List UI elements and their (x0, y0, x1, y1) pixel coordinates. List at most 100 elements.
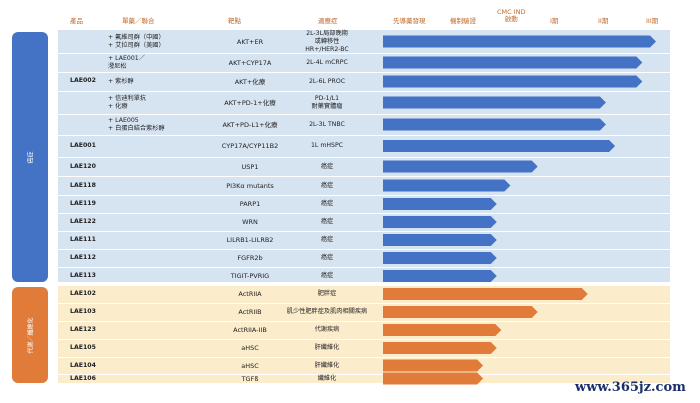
row-divider (58, 135, 670, 136)
drug-combo: + 化療 (108, 102, 128, 110)
target: AKT+PD-L1+化療 (222, 120, 278, 129)
target: LILRB1-LILRB2 (226, 236, 274, 244)
target: AKT+PD-1+化療 (224, 98, 276, 107)
row-divider (58, 303, 670, 304)
target: ActRIIA (238, 290, 262, 298)
product-code: LAE111 (70, 236, 96, 243)
indication: 癌症 (320, 218, 334, 225)
row-divider (58, 72, 670, 73)
row-divider (58, 267, 670, 268)
progress-bar-LAE001 (383, 140, 616, 152)
progress-bar-LAE106 (383, 372, 484, 385)
metabolic-band (58, 285, 670, 383)
product-code: LAE120 (70, 162, 96, 170)
row-divider (58, 195, 670, 196)
indication: 癌症 (320, 200, 334, 207)
oncology-group-label: 癌症 (12, 32, 48, 282)
row-divider (58, 321, 670, 322)
indication: 2L-3L局部晚期 (306, 29, 348, 37)
indication: 癌症 (320, 272, 334, 279)
indication: 肝纖維化 (314, 344, 340, 351)
target: FGFR2b (237, 254, 263, 262)
indication: 纖維化 (317, 374, 337, 382)
progress-bar-AKT+PD-L1+化療 (383, 118, 606, 131)
target: TIGIT-PVRIG (230, 272, 270, 280)
indication: 肥胖症 (317, 290, 337, 297)
target: aHSC (241, 344, 259, 352)
progress-bar-LAE102 (383, 288, 588, 300)
indication: 代謝疾病 (314, 326, 340, 333)
watermark: www.365jz.com (575, 380, 686, 395)
target: aHSC (241, 361, 259, 370)
drug-combo: + 紫杉醇 (108, 77, 134, 85)
product-code: LAE113 (70, 272, 96, 279)
header-phase2: II期 (598, 17, 609, 25)
indication: 1L mHSPC (310, 142, 343, 149)
target: AKT+CYP17A (228, 58, 272, 67)
progress-bar-LAE118 (383, 179, 511, 192)
indication: 癌症 (320, 236, 334, 243)
row-divider (58, 357, 670, 358)
indication: PD-1/L1 (314, 94, 340, 102)
indication: 2L-4L mCRPC (306, 58, 348, 66)
target: AKT+化療 (234, 77, 266, 86)
target: TGFß (241, 374, 259, 383)
indication: 癌症 (320, 162, 334, 170)
drug-combo: + 氟維司群（中國） (108, 33, 165, 41)
row-divider (58, 91, 670, 92)
row-divider (58, 213, 670, 214)
header-mechanism: 機制驗證 (450, 17, 476, 25)
metabolic-group-label: 代謝／纖維化 (12, 287, 48, 383)
header-phase3: III期 (646, 17, 659, 25)
header-product: 產品 (70, 17, 83, 25)
product-code: LAE001 (70, 142, 96, 149)
target: WRN (242, 218, 258, 226)
progress-bar-LAE104 (383, 359, 484, 372)
indication: 癌症 (320, 181, 334, 189)
row-divider (58, 114, 670, 115)
header-phase1: I期 (550, 17, 559, 25)
indication: 肝纖維化 (314, 361, 340, 369)
product-code: LAE002 (70, 77, 96, 84)
row-divider (58, 176, 670, 177)
progress-bar-LAE122 (383, 216, 497, 228)
drug-combo: + 信迪利單抗 (108, 94, 147, 102)
product-code: LAE118 (70, 181, 96, 189)
row-divider (58, 157, 670, 158)
row-divider (58, 285, 670, 286)
row-divider (58, 231, 670, 232)
product-code: LAE104 (70, 361, 96, 369)
target: ActRIIA-IIB (233, 326, 267, 334)
progress-bar-AKT+CYP17A (383, 56, 643, 69)
header-target: 靶點 (228, 17, 241, 25)
target: USP1 (241, 162, 259, 171)
product-code: LAE106 (70, 374, 96, 382)
product-code: LAE119 (70, 200, 96, 207)
indication: 耐藥實體瘤 (311, 102, 343, 110)
product-code: LAE122 (70, 218, 96, 225)
product-code: LAE112 (70, 254, 96, 261)
row-divider (58, 374, 670, 375)
drug-combo: + LAE001／ (108, 54, 145, 62)
product-code: LAE102 (70, 290, 96, 297)
drug-combo: + 白蛋白結合紫杉醇 (108, 124, 165, 132)
product-code: LAE105 (70, 344, 96, 351)
indication: HR+/HER2-BC (305, 45, 349, 53)
progress-bar-AKT+化療 (383, 75, 643, 88)
progress-bar-AKT+PD-1+化療 (383, 96, 606, 109)
indication: 肌少性肥胖症及肌肉相關疾病 (286, 308, 368, 315)
progress-bar-LAE119 (383, 198, 497, 210)
target: CYP17A/CYP11B2 (221, 142, 279, 150)
target: ActRIIB (238, 308, 262, 316)
header-indication: 適應症 (318, 17, 338, 25)
indication: 2L-6L PROC (308, 77, 346, 85)
product-code: LAE103 (70, 308, 96, 315)
drug-combo: + LAE005 (108, 116, 139, 124)
header-cmc: CMC IND 啟動 (497, 8, 526, 23)
indication: 或轉移性 (314, 37, 340, 45)
header-lead: 先導藥發現 (393, 17, 426, 25)
progress-bar-LAE111 (383, 234, 497, 246)
row-divider (58, 53, 670, 54)
drug-combo: + 艾拉司群（美國） (108, 41, 165, 49)
